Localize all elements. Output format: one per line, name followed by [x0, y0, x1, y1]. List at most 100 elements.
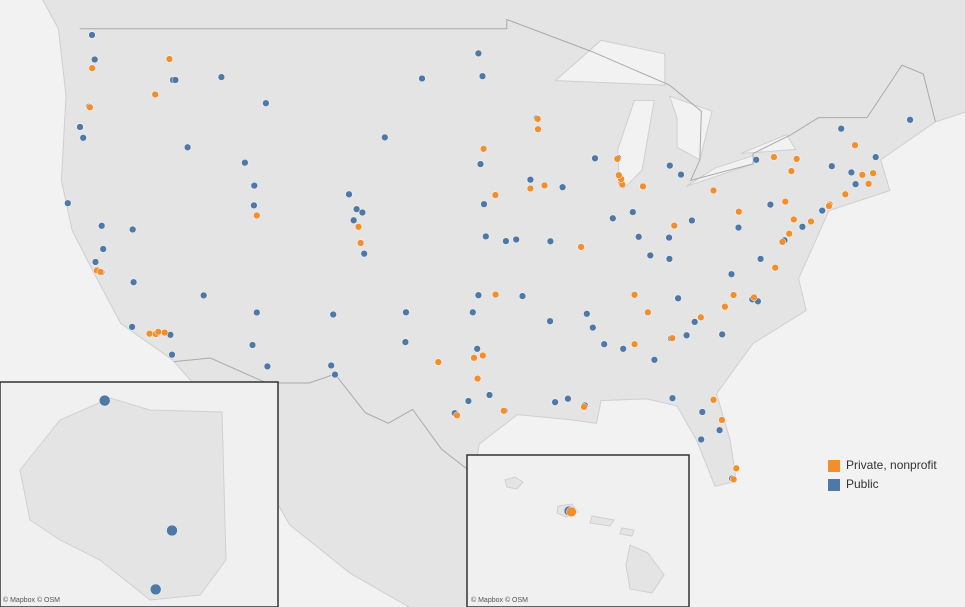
- point: [639, 182, 647, 191]
- border: [173, 357, 477, 477]
- point: [350, 216, 358, 224]
- point: [248, 341, 257, 349]
- point: [91, 55, 99, 64]
- point: [709, 396, 718, 404]
- point: [698, 408, 706, 416]
- point: [200, 291, 208, 300]
- point: [564, 395, 572, 403]
- point: [129, 225, 137, 234]
- point: [453, 411, 461, 419]
- point: [165, 55, 174, 63]
- legend-swatch: [828, 479, 840, 491]
- point: [551, 398, 559, 406]
- point: [577, 243, 585, 251]
- point: [512, 235, 520, 244]
- point: [356, 239, 365, 247]
- point: [250, 181, 258, 190]
- point: [729, 291, 738, 299]
- point: [630, 291, 639, 299]
- point: [734, 223, 743, 232]
- point: [756, 255, 765, 263]
- point: [787, 167, 796, 175]
- point: [828, 162, 836, 170]
- point: [128, 323, 136, 331]
- point: [807, 217, 815, 226]
- point: [721, 303, 729, 311]
- point: [869, 169, 877, 177]
- point: [688, 216, 696, 225]
- point: [418, 74, 426, 83]
- point: [580, 403, 588, 411]
- point: [790, 215, 798, 224]
- point: [729, 475, 738, 483]
- point: [825, 202, 833, 210]
- point: [250, 201, 258, 210]
- point: [540, 181, 549, 190]
- point: [615, 171, 623, 179]
- point: [526, 176, 535, 184]
- point: [872, 153, 880, 161]
- point: [691, 318, 699, 326]
- point: [88, 64, 96, 72]
- point: [591, 154, 599, 162]
- point: [145, 330, 154, 338]
- point: [480, 200, 488, 208]
- lake: [617, 99, 655, 190]
- point: [469, 308, 477, 316]
- point: [682, 331, 691, 339]
- point: [491, 191, 500, 199]
- point: [798, 223, 807, 231]
- point: [262, 99, 270, 107]
- point: [750, 293, 758, 302]
- point: [851, 180, 860, 188]
- point: [665, 255, 674, 263]
- point: [129, 278, 138, 286]
- legend-swatch: [828, 460, 840, 472]
- point: [609, 214, 617, 222]
- point: [474, 291, 483, 299]
- point: [670, 221, 678, 230]
- point: [583, 310, 591, 318]
- point: [534, 125, 542, 133]
- point: [183, 143, 192, 151]
- point: [151, 90, 159, 99]
- border: [79, 18, 936, 182]
- point: [98, 222, 106, 230]
- point: [360, 250, 368, 258]
- point: [241, 159, 249, 167]
- legend-label: Public: [846, 477, 879, 491]
- point: [668, 394, 677, 402]
- point: [785, 230, 793, 238]
- point: [534, 115, 542, 123]
- point: [666, 161, 674, 170]
- point: [149, 583, 162, 596]
- point: [479, 145, 488, 153]
- point: [327, 361, 335, 370]
- point: [76, 123, 84, 131]
- point: [253, 308, 261, 317]
- point: [619, 345, 627, 353]
- point: [526, 184, 535, 193]
- point: [718, 330, 726, 339]
- point: [354, 223, 363, 231]
- point: [161, 328, 169, 337]
- point: [217, 73, 226, 81]
- point: [644, 308, 652, 316]
- point: [837, 125, 845, 133]
- point: [770, 153, 778, 161]
- point: [650, 356, 659, 364]
- point: [766, 200, 775, 209]
- point: [697, 313, 705, 321]
- point: [735, 208, 743, 216]
- legend: Private, nonprofit Public: [828, 458, 937, 491]
- point: [476, 160, 485, 168]
- point: [352, 205, 361, 213]
- point: [502, 237, 510, 245]
- point: [479, 351, 487, 360]
- point: [64, 199, 72, 207]
- point: [613, 155, 621, 163]
- point: [718, 416, 726, 424]
- point: [668, 334, 676, 342]
- attribution: © Mapbox © OSM: [3, 596, 60, 604]
